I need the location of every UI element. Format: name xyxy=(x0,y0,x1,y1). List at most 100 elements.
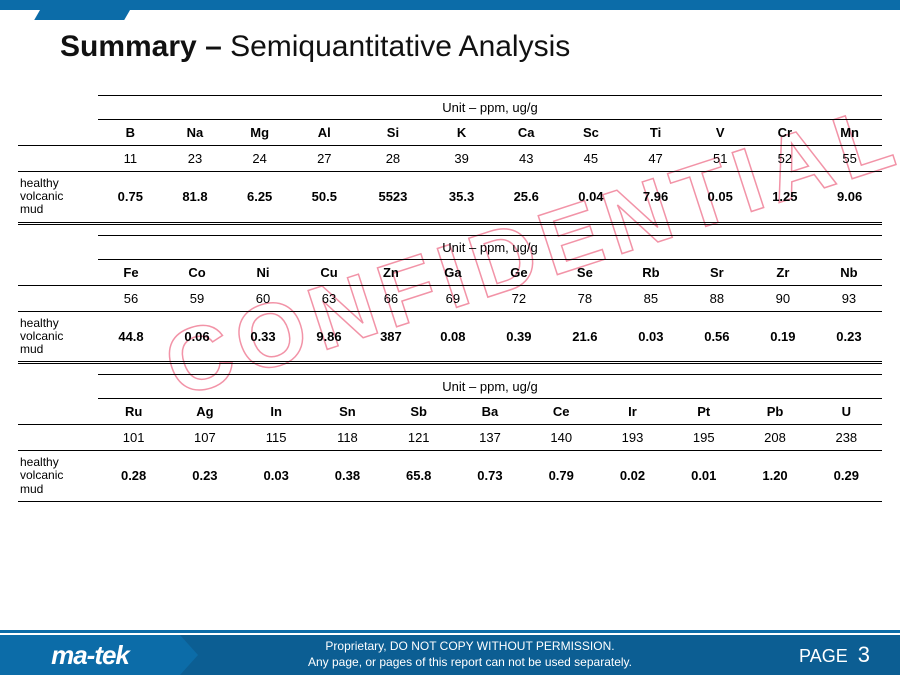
atomic-number: 85 xyxy=(618,285,684,311)
atomic-number: 52 xyxy=(753,146,818,172)
page-title: Summary – Semiquantitative Analysis xyxy=(60,30,570,64)
element-header: K xyxy=(429,120,494,146)
header-tab xyxy=(34,0,136,20)
element-header: V xyxy=(688,120,753,146)
element-header: Pt xyxy=(668,399,739,425)
measured-value: 0.38 xyxy=(312,451,383,502)
element-header: Si xyxy=(357,120,430,146)
measured-value: 0.28 xyxy=(98,451,169,502)
element-header: Mn xyxy=(817,120,882,146)
measured-value: 0.75 xyxy=(98,172,163,224)
measured-value: 0.23 xyxy=(816,311,882,363)
data-table-block: Unit – ppm, ug/gRuAgInSnSbBaCeIrPtPbU101… xyxy=(18,374,882,502)
element-header: Fe xyxy=(98,260,164,286)
footer-line1: Proprietary, DO NOT COPY WITHOUT PERMISS… xyxy=(180,639,760,655)
measured-value: 0.01 xyxy=(668,451,739,502)
atomic-number: 45 xyxy=(559,146,624,172)
atomic-number: 238 xyxy=(811,425,882,451)
element-header: Cu xyxy=(296,260,362,286)
measured-value: 0.79 xyxy=(526,451,597,502)
atomic-number: 51 xyxy=(688,146,753,172)
measured-value: 6.25 xyxy=(227,172,292,224)
title-rest: Semiquantitative Analysis xyxy=(222,30,571,63)
atomic-number: 47 xyxy=(623,146,688,172)
sample-label: healthyvolcanicmud xyxy=(18,311,98,363)
element-header: Ni xyxy=(230,260,296,286)
atomic-number: 69 xyxy=(420,285,486,311)
measured-value: 0.08 xyxy=(420,311,486,363)
atomic-number: 115 xyxy=(241,425,312,451)
measured-value: 0.05 xyxy=(688,172,753,224)
atomic-number: 55 xyxy=(817,146,882,172)
atomic-number: 137 xyxy=(454,425,525,451)
element-header: Ce xyxy=(526,399,597,425)
measured-value: 0.02 xyxy=(597,451,668,502)
element-header: Na xyxy=(163,120,228,146)
element-header: Ir xyxy=(597,399,668,425)
element-header: Zn xyxy=(362,260,420,286)
atomic-number: 27 xyxy=(292,146,357,172)
atomic-number: 90 xyxy=(750,285,816,311)
measured-value: 5523 xyxy=(357,172,430,224)
atomic-number: 78 xyxy=(552,285,618,311)
measured-value: 65.8 xyxy=(383,451,454,502)
measured-value: 0.06 xyxy=(164,311,230,363)
atomic-number: 140 xyxy=(526,425,597,451)
unit-label: Unit – ppm, ug/g xyxy=(98,374,882,399)
title-bold: Summary – xyxy=(60,30,222,63)
header-bar xyxy=(0,0,900,10)
footer: ma-tek Proprietary, DO NOT COPY WITHOUT … xyxy=(0,635,900,675)
measured-value: 0.56 xyxy=(684,311,750,363)
atomic-number: 66 xyxy=(362,285,420,311)
unit-label: Unit – ppm, ug/g xyxy=(98,95,882,120)
measured-value: 0.73 xyxy=(454,451,525,502)
atomic-number: 28 xyxy=(357,146,430,172)
measured-value: 0.39 xyxy=(486,311,552,363)
atomic-number: 101 xyxy=(98,425,169,451)
footer-divider xyxy=(0,630,900,633)
atomic-number: 208 xyxy=(739,425,810,451)
element-header: Pb xyxy=(739,399,810,425)
measured-value: 50.5 xyxy=(292,172,357,224)
atomic-number: 60 xyxy=(230,285,296,311)
measured-value: 35.3 xyxy=(429,172,494,224)
element-header: Ti xyxy=(623,120,688,146)
atomic-number: 24 xyxy=(227,146,292,172)
measured-value: 1.25 xyxy=(753,172,818,224)
footer-disclaimer: Proprietary, DO NOT COPY WITHOUT PERMISS… xyxy=(180,639,760,670)
atomic-number: 93 xyxy=(816,285,882,311)
atomic-number: 88 xyxy=(684,285,750,311)
tables-container: Unit – ppm, ug/gBNaMgAlSiKCaScTiVCrMn112… xyxy=(18,95,882,512)
measured-value: 1.20 xyxy=(739,451,810,502)
data-table-block: Unit – ppm, ug/gFeCoNiCuZnGaGeSeRbSrZrNb… xyxy=(18,235,882,365)
element-header: Sr xyxy=(684,260,750,286)
element-header: Zr xyxy=(750,260,816,286)
measured-value: 25.6 xyxy=(494,172,559,224)
measured-value: 0.29 xyxy=(811,451,882,502)
logo-container: ma-tek xyxy=(0,635,180,675)
atomic-number: 121 xyxy=(383,425,454,451)
sample-label: healthyvolcanicmud xyxy=(18,172,98,224)
element-header: Sb xyxy=(383,399,454,425)
element-header: Ga xyxy=(420,260,486,286)
atomic-number: 56 xyxy=(98,285,164,311)
measured-value: 0.23 xyxy=(169,451,240,502)
element-header: Rb xyxy=(618,260,684,286)
measured-value: 0.04 xyxy=(559,172,624,224)
measured-value: 44.8 xyxy=(98,311,164,363)
element-header: Ag xyxy=(169,399,240,425)
atomic-number: 195 xyxy=(668,425,739,451)
data-table: RuAgInSnSbBaCeIrPtPbU1011071151181211371… xyxy=(18,399,882,502)
measured-value: 7.96 xyxy=(623,172,688,224)
unit-label: Unit – ppm, ug/g xyxy=(98,235,882,260)
element-header: U xyxy=(811,399,882,425)
element-header: Mg xyxy=(227,120,292,146)
element-header: B xyxy=(98,120,163,146)
measured-value: 9.06 xyxy=(817,172,882,224)
element-header: Ge xyxy=(486,260,552,286)
atomic-number: 11 xyxy=(98,146,163,172)
data-table: FeCoNiCuZnGaGeSeRbSrZrNb5659606366697278… xyxy=(18,260,882,365)
element-header: Sc xyxy=(559,120,624,146)
measured-value: 0.19 xyxy=(750,311,816,363)
element-header: Sn xyxy=(312,399,383,425)
